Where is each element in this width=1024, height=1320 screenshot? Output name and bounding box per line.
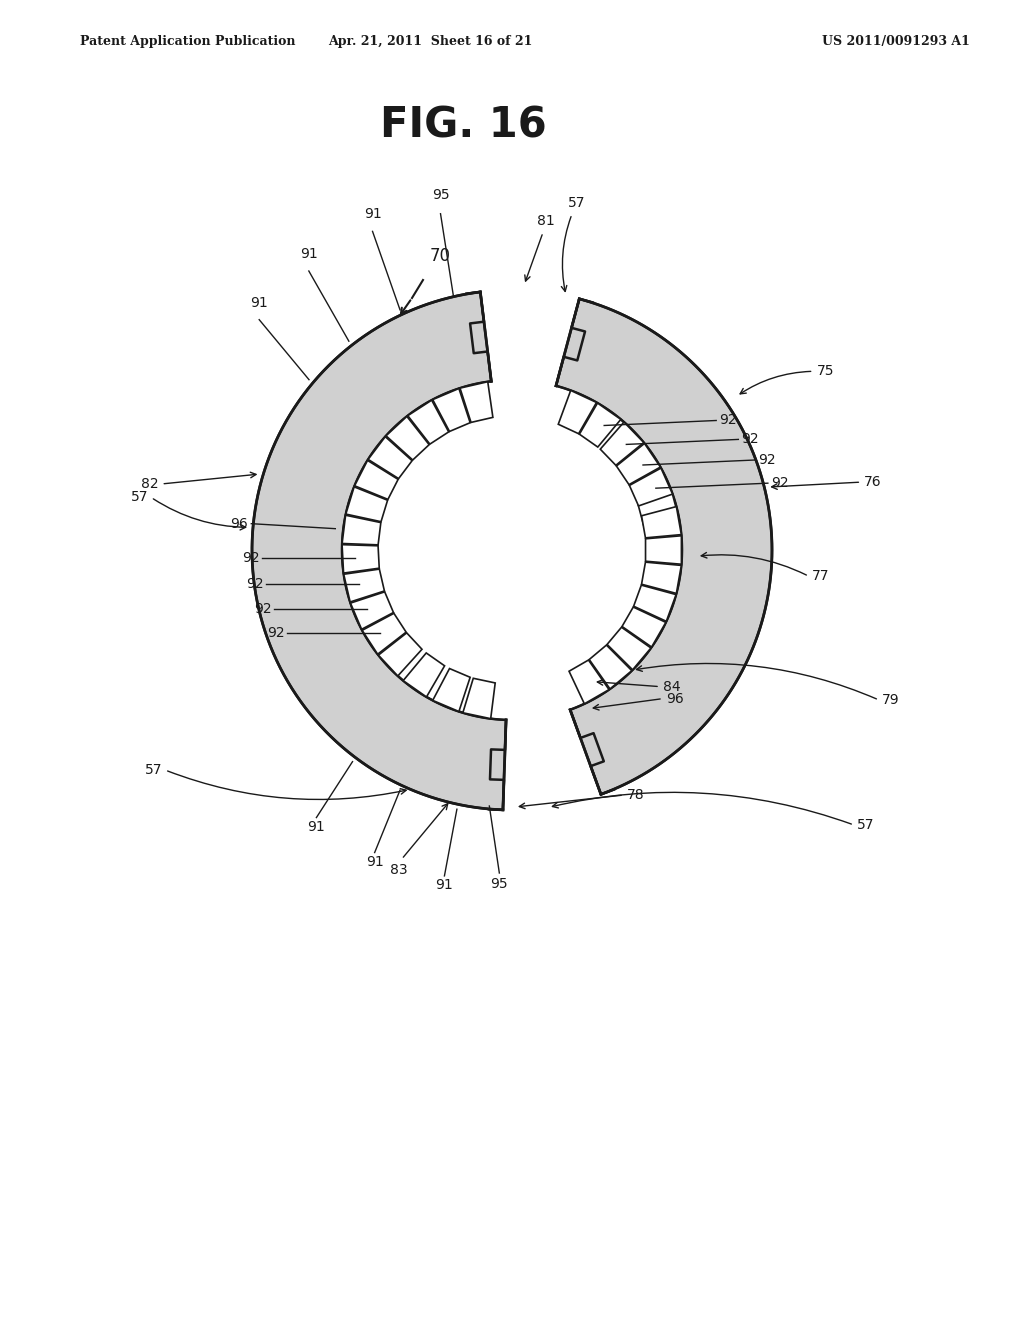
- Text: 95: 95: [432, 187, 450, 202]
- Polygon shape: [362, 614, 407, 655]
- Text: 75: 75: [816, 364, 834, 379]
- Polygon shape: [622, 607, 666, 647]
- Text: 91: 91: [364, 207, 381, 222]
- Text: 91: 91: [366, 854, 384, 869]
- Text: 82: 82: [140, 477, 159, 491]
- Polygon shape: [558, 391, 597, 434]
- Text: 84: 84: [663, 680, 681, 693]
- Text: 92: 92: [267, 626, 285, 640]
- Polygon shape: [369, 437, 412, 479]
- Text: US 2011/0091293 A1: US 2011/0091293 A1: [822, 36, 970, 48]
- Polygon shape: [408, 400, 449, 444]
- Text: 57: 57: [130, 490, 148, 504]
- Polygon shape: [386, 416, 429, 459]
- Text: FIG. 16: FIG. 16: [380, 106, 547, 147]
- Polygon shape: [460, 381, 493, 422]
- Text: 92: 92: [771, 477, 788, 490]
- Polygon shape: [344, 569, 384, 602]
- Text: Patent Application Publication: Patent Application Publication: [80, 36, 296, 48]
- Polygon shape: [433, 388, 470, 432]
- Polygon shape: [580, 403, 621, 447]
- Polygon shape: [252, 292, 506, 810]
- Polygon shape: [634, 585, 676, 622]
- Polygon shape: [403, 653, 444, 697]
- Text: 91: 91: [307, 820, 326, 833]
- Polygon shape: [379, 632, 422, 676]
- Text: 96: 96: [666, 692, 684, 706]
- Polygon shape: [433, 668, 470, 711]
- Polygon shape: [350, 591, 393, 630]
- Text: 92: 92: [758, 453, 775, 467]
- Text: 95: 95: [490, 876, 508, 891]
- Polygon shape: [630, 469, 673, 506]
- Text: 92: 92: [719, 413, 737, 428]
- Polygon shape: [346, 487, 387, 521]
- Polygon shape: [463, 678, 496, 718]
- Text: 91: 91: [250, 296, 268, 310]
- Text: 57: 57: [568, 195, 586, 210]
- Polygon shape: [600, 422, 644, 466]
- Polygon shape: [342, 545, 379, 573]
- Polygon shape: [642, 507, 681, 537]
- Text: 57: 57: [144, 763, 162, 777]
- Polygon shape: [589, 645, 632, 689]
- Polygon shape: [354, 461, 398, 499]
- Text: 92: 92: [254, 602, 272, 616]
- Polygon shape: [569, 660, 609, 704]
- Text: 91: 91: [435, 878, 454, 892]
- Polygon shape: [645, 536, 681, 564]
- Text: 79: 79: [882, 693, 900, 708]
- Text: Apr. 21, 2011  Sheet 16 of 21: Apr. 21, 2011 Sheet 16 of 21: [328, 36, 532, 48]
- Polygon shape: [556, 298, 772, 795]
- Text: 70: 70: [430, 247, 451, 265]
- Text: 91: 91: [300, 247, 317, 261]
- Polygon shape: [638, 492, 679, 527]
- Text: 76: 76: [864, 475, 882, 490]
- Text: 96: 96: [230, 516, 248, 531]
- Text: 83: 83: [390, 863, 408, 878]
- Text: 81: 81: [538, 214, 555, 228]
- Text: 92: 92: [243, 550, 260, 565]
- Polygon shape: [342, 515, 381, 545]
- Polygon shape: [607, 627, 651, 669]
- Text: 77: 77: [812, 569, 829, 583]
- Text: 92: 92: [741, 433, 759, 446]
- Polygon shape: [616, 444, 660, 484]
- Text: 92: 92: [246, 577, 264, 591]
- Text: 57: 57: [857, 818, 874, 832]
- Text: 78: 78: [627, 788, 645, 803]
- Polygon shape: [642, 562, 681, 594]
